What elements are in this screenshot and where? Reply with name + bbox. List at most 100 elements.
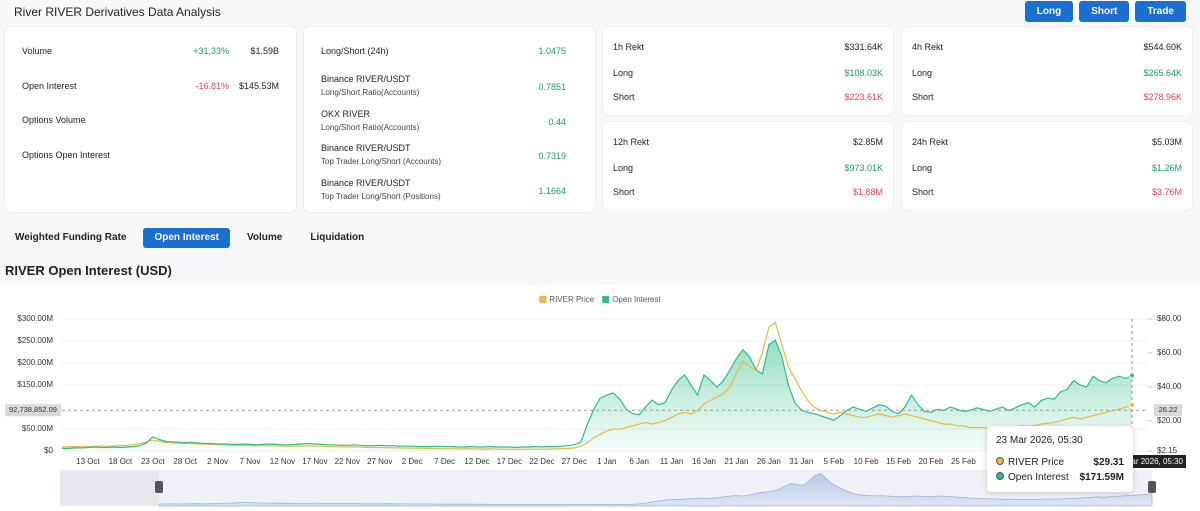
ratio-value: 1.1664 (538, 185, 566, 196)
ratio-label: Long/Short (24h) (321, 46, 389, 56)
tabs: Weighted Funding Rate Open Interest Volume… (4, 228, 375, 248)
x-tick-label: 12 Dec (464, 457, 489, 466)
metric-change: -16.81% (195, 80, 229, 91)
y2-tick-label: $40.00 (1157, 382, 1182, 391)
x-tick-label: 7 Dec (434, 457, 455, 466)
ratio-value: 0.7319 (538, 151, 566, 161)
x-tick-label: 26 Jan (757, 457, 781, 466)
overview-card: Volume +31.33% $1.59B Open Interest -16.81% $… (5, 27, 296, 212)
ratio-value: 1.0475 (538, 46, 566, 56)
rekt-total: $2.85M (852, 137, 883, 147)
x-tick-label: 16 Jan (692, 457, 716, 466)
action-button[interactable]: Short (1079, 1, 1130, 22)
rekt-total: $544.60K (1143, 42, 1182, 52)
rekt-title: 24h Rekt (912, 137, 949, 147)
ratio-metric: Top Trader Long/Short (Positions) (321, 191, 441, 201)
y-tick-label: $50.00M (22, 424, 53, 433)
y2-tick-label: $60.00 (1157, 348, 1182, 357)
rekt-row-value: $973.01K (844, 163, 883, 173)
rekt-row-value: $1.88M (852, 187, 883, 197)
legend-swatch (602, 296, 610, 303)
series-line (62, 339, 1133, 449)
y2-tick-label: $2.15 (1157, 446, 1178, 455)
x-tick-label: 21 Jan (724, 457, 748, 466)
legend-label: RIVER Price (549, 295, 594, 304)
metric-change: +31.33% (193, 46, 229, 56)
rekt-row-label: Short (912, 92, 934, 102)
tab[interactable]: Liquidation (310, 232, 365, 243)
rekt-row-label: Long (613, 68, 634, 78)
tooltip-date: 23 Mar 2026, 05:30 (996, 435, 1083, 446)
ratio-value: 0.44 (548, 116, 566, 127)
x-tick-label: 2 Nov (207, 457, 228, 466)
metric-label: Volume (22, 46, 53, 56)
metric-label: Options Open Interest (22, 150, 111, 161)
rekt-row-label: Short (613, 92, 635, 102)
hover-point (1129, 372, 1135, 379)
x-tick-label: 20 Feb (919, 457, 944, 466)
rekt-row-label: Short (613, 187, 635, 197)
rekt-total: $331.64K (844, 42, 883, 52)
ratio-label: Binance RIVER/USDT (321, 74, 411, 84)
x-tick-label: 25 Feb (951, 457, 976, 466)
tab[interactable]: Weighted Funding Rate (15, 232, 127, 243)
legend-swatch (539, 296, 547, 303)
rekt-row-label: Long (613, 163, 634, 173)
x-tick-label: 5 Feb (823, 457, 844, 466)
rekt-title: 1h Rekt (613, 42, 645, 52)
ratio-metric: Long/Short Ratio(Accounts) (321, 122, 420, 132)
tooltip: 23 Mar 2026, 05:30 RIVER Price $29.31 Ope… (987, 426, 1133, 492)
rekt-row-label: Long (912, 163, 933, 173)
rekt-row-label: Long (912, 68, 933, 78)
metric-label: Options Volume (22, 115, 86, 126)
x-tick-label: 31 Jan (789, 457, 813, 466)
tooltip-value: $29.31 (1093, 457, 1124, 468)
rekt-total: $5.03M (1151, 137, 1182, 147)
rekt-card: 1h Rekt $331.64K Long $108.03K Short $223.61K (603, 27, 893, 115)
rekt-title: 12h Rekt (613, 137, 650, 147)
y-tick-label: $250.00M (17, 336, 53, 345)
rekt-title: 4h Rekt (912, 42, 944, 52)
tooltip-dot (996, 457, 1004, 465)
x-tick-label: 17 Dec (497, 457, 522, 466)
series-line (61, 321, 1133, 451)
x-tick-label: 10 Feb (854, 457, 879, 466)
ratio-label: Binance RIVER/USDT (321, 177, 411, 188)
y2-tick-label: $20.00 (1157, 416, 1182, 425)
tooltip-name: RIVER Price (1008, 457, 1065, 468)
rekt-row-value: $265.64K (1143, 68, 1182, 78)
tooltip-row: RIVER Price $29.31 (996, 456, 1124, 469)
tooltip-name: Open Interest (1008, 472, 1069, 483)
tooltip-dot (996, 472, 1004, 480)
rekt-row-value: $3.76M (1151, 187, 1182, 197)
y-tick-label: $150.00M (17, 380, 53, 389)
tab[interactable]: Open Interest (143, 228, 230, 248)
navigator-handle (155, 481, 163, 493)
ratio-value: 0.7851 (538, 82, 566, 92)
chart-title: RIVER Open Interest (USD) (5, 263, 172, 278)
rekt-card: 12h Rekt $2.85M Long $973.01K Short $1.88M (603, 122, 893, 210)
navigator-handle (1148, 481, 1156, 493)
x-tick-label: 22 Nov (335, 457, 360, 466)
hover-point (1129, 401, 1135, 408)
x-tick-label: 17 Nov (302, 457, 327, 466)
navigator-mask (60, 470, 159, 506)
action-button[interactable]: Long (1024, 1, 1074, 22)
x-tick-label: 18 Oct (109, 457, 133, 466)
rekt-row-value: $108.03K (844, 68, 883, 78)
legend-label: Open Interest (612, 295, 661, 304)
crosshair-label-bg (1154, 404, 1182, 417)
x-tick-label: 27 Dec (562, 457, 587, 466)
action-button[interactable]: Trade (1135, 1, 1186, 22)
x-tick-label: 6 Jan (629, 457, 649, 466)
crosshair-label-bg (5, 404, 61, 417)
x-tick-label: 22 Dec (529, 457, 554, 466)
y-tick-label: $0 (44, 446, 53, 455)
rekt-row-value: $1.26M (1151, 163, 1182, 173)
x-tick-label: 27 Nov (367, 457, 392, 466)
area-fill (62, 340, 1132, 451)
x-tick-label: 15 Feb (886, 457, 911, 466)
tab[interactable]: Volume (246, 232, 283, 243)
